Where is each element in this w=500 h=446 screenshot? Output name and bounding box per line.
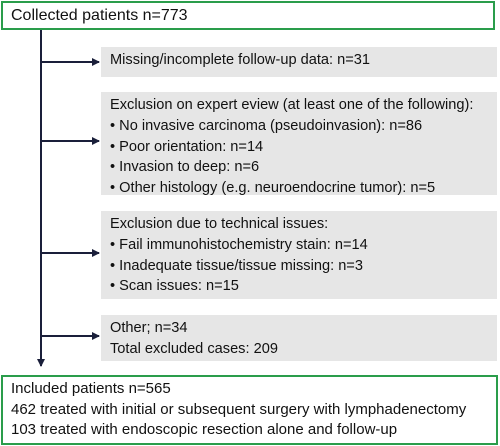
included-patients-box: Included patients n=565 462 treated with…	[1, 375, 498, 445]
exclusion-item: • No invasive carcinoma (pseudoinvasion)…	[110, 117, 423, 134]
collected-patients-box: Collected patients n=773	[1, 1, 495, 30]
exclusion-heading: Exclusion on expert eview (at least one …	[110, 97, 474, 113]
exclusion-box-technical-issues: Exclusion due to technical issues: • Fai…	[101, 211, 497, 299]
exclusion-heading: Exclusion due to technical issues:	[110, 216, 329, 232]
exclusion-box-expert-review: Exclusion on expert eview (at least one …	[101, 92, 497, 196]
endoscopic-group-text: 103 treated with endoscopic resection al…	[11, 421, 398, 438]
exclusion-item: • Inadequate tissue/tissue missing: n=3	[110, 257, 363, 274]
exclusion-item: • Other histology (e.g. neuroendocrine t…	[110, 180, 436, 197]
exclusion-box-missing-data: Missing/incomplete follow-up data: n=31	[101, 47, 497, 77]
surgery-group-text: 462 treated with initial or subsequent s…	[11, 400, 467, 418]
exclusion-item: • Fail immunohistochemistry stain: n=14	[110, 236, 368, 253]
exclusion-item: • Scan issues: n=15	[110, 278, 239, 295]
exclusion-item: • Invasion to deep: n=6	[110, 159, 260, 176]
collected-patients-label: Collected patients n=773	[11, 7, 188, 24]
exclusion-text: Missing/incomplete follow-up data: n=31	[110, 52, 370, 68]
included-patients-title: Included patients n=565	[11, 380, 171, 397]
exclusion-text: Other; n=34	[110, 320, 188, 336]
exclusion-box-other: Other; n=34 Total excluded cases: 209	[101, 315, 497, 361]
exclusion-item: • Poor orientation: n=14	[110, 138, 264, 155]
exclusion-total: Total excluded cases: 209	[110, 340, 278, 357]
